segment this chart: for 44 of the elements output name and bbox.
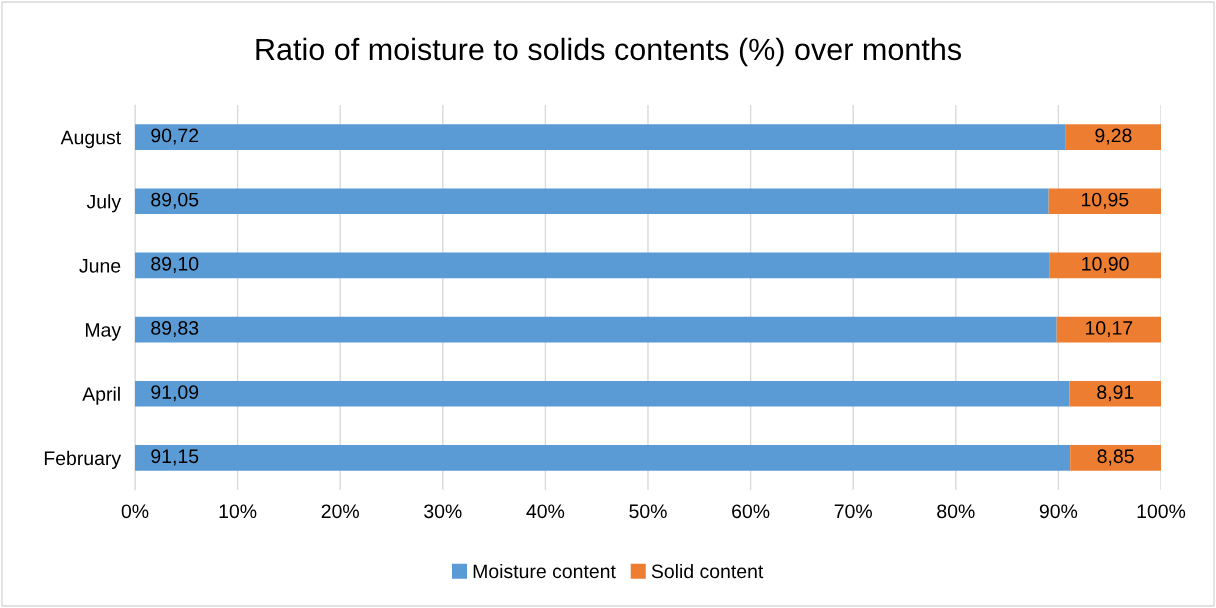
- data-label: 8,85: [1097, 449, 1134, 466]
- bar: [1048, 188, 1161, 215]
- x-tick-label: 0%: [121, 504, 149, 519]
- x-tick-label: 10%: [219, 504, 257, 519]
- y-tick-label: April: [82, 386, 120, 405]
- data-label: 89,05: [151, 192, 199, 209]
- y-tick-label: May: [85, 323, 122, 341]
- x-tick-label: 30%: [424, 504, 462, 519]
- data-label: 90,72: [151, 128, 199, 145]
- y-tick-label: August: [60, 130, 121, 149]
- x-tick-label: 50%: [629, 504, 667, 519]
- data-label: 89,83: [151, 321, 199, 338]
- bar: [135, 445, 1071, 471]
- data-label: 8,91: [1097, 385, 1134, 402]
- chart-title: Ratio of moisture to solids contents (%) over months: [256, 37, 961, 67]
- bar: [1056, 316, 1161, 343]
- legend-label: Solid content: [651, 563, 764, 579]
- bar: [1065, 124, 1161, 150]
- data-label: 10,95: [1081, 192, 1129, 209]
- x-tick-label: 70%: [834, 504, 872, 519]
- data-label: 91,09: [151, 385, 199, 402]
- data-label: 10,90: [1082, 256, 1129, 273]
- bar: [135, 252, 1050, 279]
- data-label: 9,28: [1095, 128, 1132, 145]
- bar: [135, 380, 1070, 407]
- bar: [135, 188, 1049, 215]
- y-tick-label: June: [79, 259, 121, 273]
- bar: [135, 124, 1066, 150]
- data-label: 89,10: [151, 256, 199, 273]
- bar: [1069, 380, 1161, 407]
- data-label: 10,17: [1085, 321, 1133, 338]
- x-tick-label: 40%: [526, 504, 565, 519]
- y-tick-label: July: [86, 194, 122, 213]
- bar: [1070, 445, 1161, 471]
- data-label: 91,15: [151, 449, 199, 466]
- bar: [1049, 252, 1161, 279]
- bar: [135, 316, 1057, 343]
- x-tick-label: 100%: [1137, 504, 1186, 519]
- x-tick-label: 60%: [732, 504, 770, 519]
- y-tick-label: February: [44, 450, 122, 469]
- legend-label: Moisture content: [473, 563, 616, 579]
- x-tick-label: 20%: [321, 504, 359, 519]
- x-tick-label: 90%: [1039, 504, 1078, 519]
- x-tick-label: 80%: [937, 504, 975, 519]
